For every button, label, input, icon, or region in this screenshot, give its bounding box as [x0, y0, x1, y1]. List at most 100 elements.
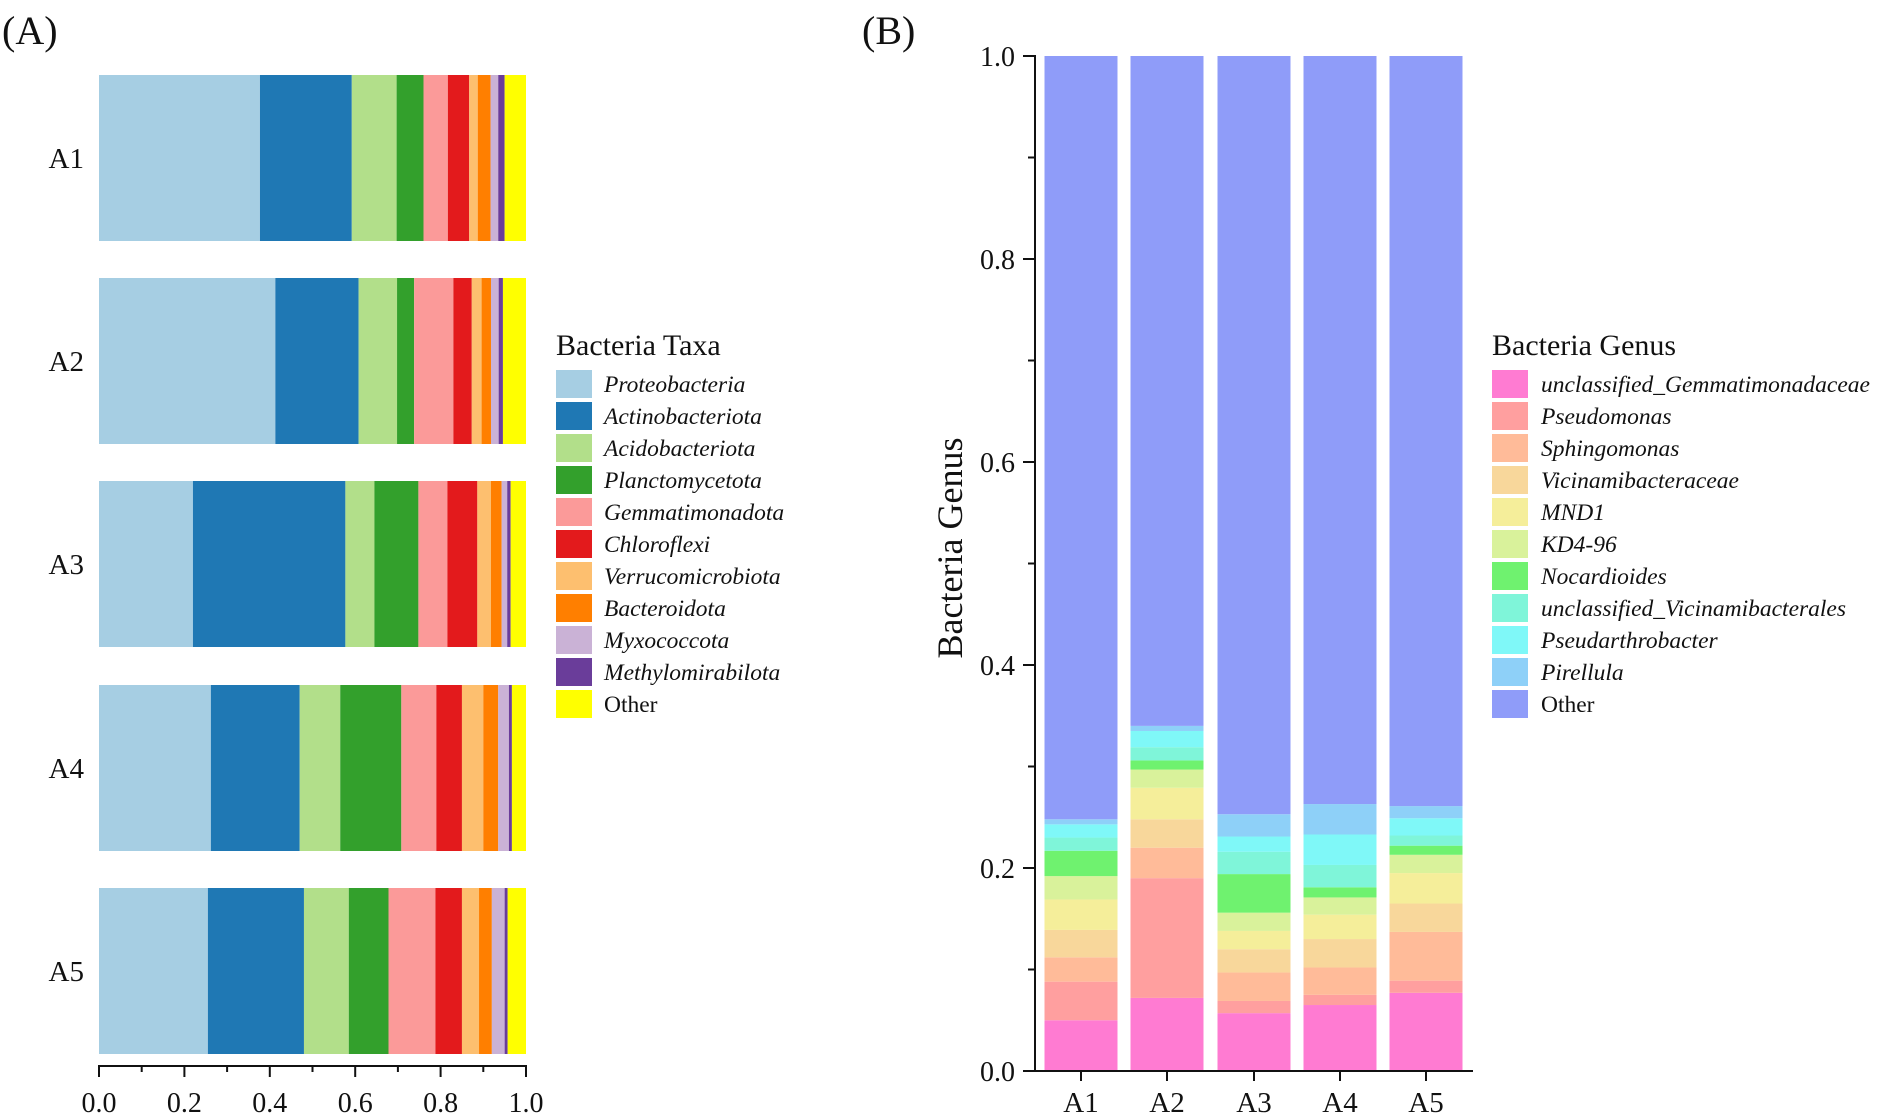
panel-b-category-labels: A1 A2 A3 A4 A5 [1063, 1071, 1444, 1119]
bar-segment-a2-unclassified-gemmatimonadaceae [1130, 997, 1204, 1071]
legend-swatch-other [556, 690, 592, 718]
bar-segment-a1-nocardioides [1044, 850, 1118, 877]
bar-segment-a5-pirellula [1389, 806, 1463, 819]
bar-segment-a3-acidobacteriota [345, 481, 375, 647]
bar-segment-a5-unclassified-vicinamibacterales [1389, 835, 1463, 846]
bar-segment-a5-verrucomicrobiota [461, 888, 480, 1054]
bar-segment-a1-mnd1 [1044, 899, 1118, 930]
legend-label-vicinamibacteraceae: Vicinamibacteraceae [1541, 468, 1739, 494]
y-tick-label: 0.2 [980, 854, 1015, 885]
legend-label-actinobacteriota: Actinobacteriota [602, 404, 762, 430]
bar-segment-a5-myxococcota [491, 888, 505, 1054]
bar-segment-a3-sphingomonas [1217, 972, 1291, 1001]
bar-segment-a4-mnd1 [1303, 914, 1377, 940]
legend-label-gemmatimonadota: Gemmatimonadota [604, 500, 784, 526]
legend-label-other: Other [604, 692, 658, 718]
x-tick-label: 1.0 [509, 1088, 544, 1119]
legend-swatch-proteobacteria [556, 370, 592, 398]
bar-segment-a3-other [510, 481, 526, 647]
x-tick-label: 0.4 [252, 1088, 287, 1119]
panel-a-legend-title: Bacteria Taxa [556, 329, 721, 362]
legend-label-unclassified-gemmatimonadaceae: unclassified_Gemmatimonadaceae [1541, 372, 1870, 398]
bar-segment-a1-bacteroidota [477, 75, 491, 241]
legend-label-mnd1: MND1 [1540, 500, 1605, 526]
bar-segment-a2-vicinamibacteraceae [1130, 819, 1204, 848]
legend-swatch-bacteroidota [556, 594, 592, 622]
bar-segment-a1-gemmatimonadota [423, 75, 448, 241]
bar-segment-a3-pseudarthrobacter [1217, 836, 1291, 852]
bar-segment-a3-nocardioides [1217, 874, 1291, 913]
legend-label-verrucomicrobiota: Verrucomicrobiota [604, 564, 781, 590]
legend-label-myxococcota: Myxococcota [603, 628, 729, 654]
legend-swatch-methylomirabilota [556, 658, 592, 686]
bar-segment-a3-unclassified-gemmatimonadaceae [1217, 1013, 1291, 1071]
category-label-a5: A5 [49, 956, 84, 988]
bar-segment-a1-verrucomicrobiota [469, 75, 478, 241]
bar-segment-a2-verrucomicrobiota [471, 278, 482, 444]
bar-segment-a2-pseudarthrobacter [1130, 730, 1204, 748]
panel-a-x-ticks: 0.0 0.2 0.4 0.6 0.8 1.0 [82, 1066, 544, 1119]
legend-swatch-actinobacteriota [556, 402, 592, 430]
legend-label-proteobacteria: Proteobacteria [603, 372, 745, 398]
y-tick-label: 0.6 [980, 448, 1015, 479]
legend-swatch-nocardioides [1492, 562, 1528, 590]
legend-label-bacteroidota: Bacteroidota [604, 596, 726, 622]
bar-segment-a4-actinobacteriota [210, 685, 300, 851]
bar-segment-a5-other [507, 888, 526, 1054]
panel-b-legend-title: Bacteria Genus [1492, 329, 1676, 362]
legend-label-acidobacteriota: Acidobacteriota [602, 436, 755, 462]
legend-swatch-gemmatimonadota [556, 498, 592, 526]
panel-b-label: (B) [862, 8, 915, 53]
bar-segment-a4-myxococcota [498, 685, 509, 851]
bar-segment-a2-kd4-96 [1130, 769, 1204, 788]
x-tick-label: 0.2 [167, 1088, 202, 1119]
bar-segment-a1-actinobacteriota [259, 75, 352, 241]
bar-segment-a3-other [1217, 56, 1291, 815]
bar-segment-a4-other [511, 685, 526, 851]
legend-label-unclassified-vicinamibacterales: unclassified_Vicinamibacterales [1541, 596, 1846, 622]
bar-segment-a1-other [504, 75, 526, 241]
y-tick-label: 0.4 [980, 651, 1015, 682]
bar-segment-a2-acidobacteriota [358, 278, 398, 444]
x-tick-label: 0.0 [82, 1088, 117, 1119]
bar-segment-a2-actinobacteriota [275, 278, 359, 444]
legend-swatch-pseudomonas [1492, 402, 1528, 430]
bar-segment-a3-planctomycetota [374, 481, 419, 647]
legend-swatch-myxococcota [556, 626, 592, 654]
legend-label-chloroflexi: Chloroflexi [604, 532, 710, 558]
bar-segment-a3-pirellula [1217, 814, 1291, 837]
bar-segment-a3-vicinamibacteraceae [1217, 949, 1291, 973]
bar-segment-a3-pseudomonas [1217, 1000, 1291, 1014]
bar-segment-a3-bacteroidota [490, 481, 502, 647]
bar-segment-a4-unclassified-vicinamibacterales [1303, 864, 1377, 888]
bar-segment-a2-other [502, 278, 526, 444]
legend-swatch-planctomycetota [556, 466, 592, 494]
bar-segment-a1-kd4-96 [1044, 876, 1118, 900]
legend-swatch-acidobacteriota [556, 434, 592, 462]
legend-label-kd4-96: KD4-96 [1540, 532, 1617, 558]
bar-segment-a2-unclassified-vicinamibacterales [1130, 747, 1204, 761]
bar-segment-a5-methylomirabilota [504, 888, 508, 1054]
bar-segment-a4-chloroflexi [436, 685, 462, 851]
bar-segment-a1-chloroflexi [447, 75, 470, 241]
panel-a-bars [99, 75, 526, 1054]
bar-segment-a2-nocardioides [1130, 760, 1204, 770]
bar-segment-a1-acidobacteriota [351, 75, 397, 241]
bar-segment-a5-unclassified-gemmatimonadaceae [1389, 992, 1463, 1071]
legend-swatch-unclassified-vicinamibacterales [1492, 594, 1528, 622]
bar-segment-a3-verrucomicrobiota [477, 481, 491, 647]
legend-label-methylomirabilota: Methylomirabilota [603, 660, 780, 686]
bar-segment-a5-planctomycetota [348, 888, 389, 1054]
y-tick-label: 0.8 [980, 245, 1015, 276]
bar-segment-a4-pseudarthrobacter [1303, 834, 1377, 865]
category-label-a2: A2 [49, 346, 84, 378]
bar-segment-a2-planctomycetota [397, 278, 415, 444]
legend-swatch-vicinamibacteraceae [1492, 466, 1528, 494]
bar-segment-a3-mnd1 [1217, 930, 1291, 950]
bar-segment-a1-sphingomonas [1044, 957, 1118, 982]
bar-segment-a5-sphingomonas [1389, 931, 1463, 981]
bar-segment-a5-mnd1 [1389, 873, 1463, 904]
panel-b-stacked-vertical-bar-chart: (B) Bacteria Genus 0.0 0.2 0.4 0.6 0.8 1.0 A1… [862, 8, 1870, 1119]
legend-label-nocardioides: Nocardioides [1540, 564, 1667, 590]
bar-segment-a5-chloroflexi [435, 888, 462, 1054]
